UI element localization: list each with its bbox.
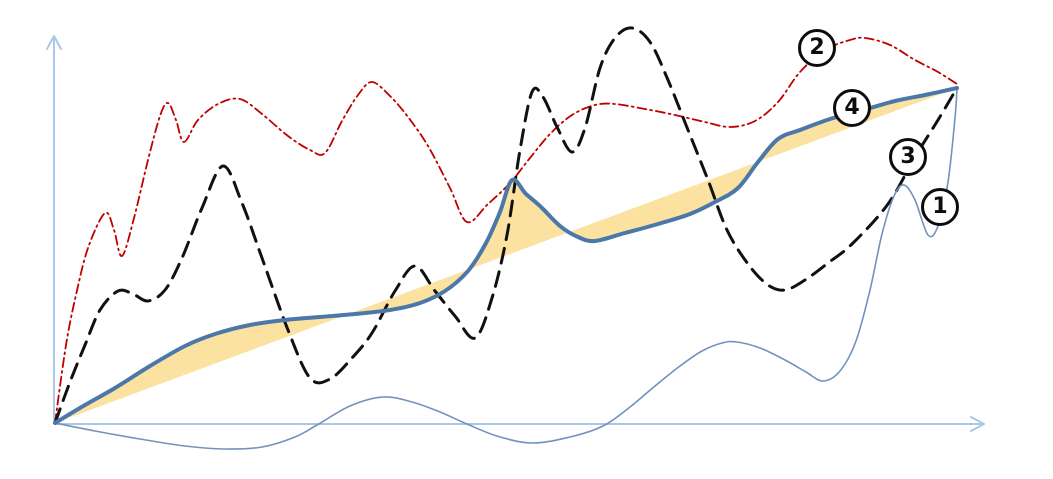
curve-2-label-badge: 2 [798,29,836,67]
curve-4-label-badge: 4 [833,89,871,127]
curve-1-label-text: 1 [932,194,948,219]
curve-1-label-badge: 1 [921,188,959,226]
curve-3-label-text: 3 [900,144,916,169]
y-axis-arrow-icon [46,35,62,50]
curve-3-label-badge: 3 [889,138,927,176]
curve-4-label-text: 4 [844,95,860,120]
series-curve-2 [54,36,958,424]
series-curve-3 [53,26,959,425]
shaded-area-between-curve-and-diagonal [55,88,957,423]
curve-2-label-text: 2 [809,35,825,60]
x-axis-arrow-icon [970,416,985,432]
series-curve-1 [54,87,958,450]
series-curve-4 [53,86,959,425]
